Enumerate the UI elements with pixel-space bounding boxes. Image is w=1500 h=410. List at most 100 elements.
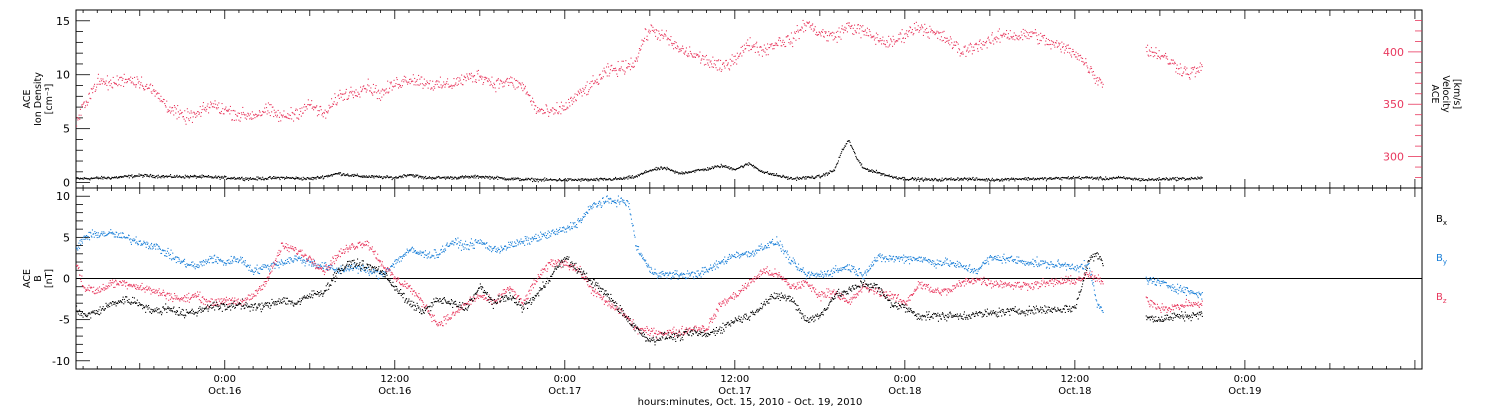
series-by-point — [702, 270, 704, 272]
density-series-point — [872, 171, 874, 173]
velocity-series-point — [1082, 61, 1084, 63]
series-by-point — [123, 236, 125, 238]
series-by-point — [156, 244, 158, 246]
velocity-series-point — [495, 91, 497, 93]
velocity-series-point — [781, 41, 783, 43]
density-series-point — [632, 177, 634, 179]
velocity-series-point — [1195, 72, 1197, 74]
series-by-point — [281, 260, 283, 262]
series-by-point — [362, 265, 364, 267]
velocity-series-point — [1178, 68, 1180, 70]
velocity-series-point — [135, 86, 137, 88]
velocity-series-point — [961, 53, 963, 55]
density-series-point — [1111, 178, 1113, 180]
velocity-series-point — [321, 114, 323, 116]
density-series-point — [670, 169, 672, 171]
density-series-point — [863, 167, 865, 169]
velocity-series-point — [851, 24, 853, 26]
velocity-series-point — [518, 82, 520, 84]
series-by-point — [378, 277, 380, 279]
velocity-series-point — [750, 49, 752, 51]
density-series-point — [552, 179, 554, 181]
density-series-point — [132, 177, 134, 179]
density-series-point — [150, 173, 152, 175]
velocity-series-point — [374, 91, 376, 93]
series-by-point — [381, 274, 383, 276]
density-series-point — [531, 177, 533, 179]
density-series-point — [304, 177, 306, 179]
velocity-series-point — [608, 66, 610, 68]
density-series-point — [1026, 177, 1028, 179]
density-series-point — [886, 175, 888, 177]
density-series-point — [111, 176, 113, 178]
series-by-point — [247, 264, 249, 266]
density-series-point — [1120, 176, 1122, 178]
series-by-point — [716, 266, 718, 268]
series-by-point — [102, 232, 104, 234]
density-series-point — [664, 167, 666, 169]
velocity-series-point — [330, 106, 332, 108]
density-series-point — [1027, 179, 1029, 181]
density-series-point — [648, 170, 650, 172]
velocity-series-point — [236, 115, 238, 117]
series-by-point — [439, 253, 441, 255]
density-series-point — [321, 176, 323, 178]
series-by-point — [140, 244, 142, 246]
velocity-series-point — [676, 45, 678, 47]
series-by-point — [450, 243, 452, 245]
velocity-series-point — [512, 84, 514, 86]
density-series-point — [465, 175, 467, 177]
series-by-point — [514, 245, 516, 247]
series-by-point — [105, 235, 107, 237]
velocity-series-point — [895, 40, 897, 42]
density-series-point — [660, 166, 662, 168]
series-by-point — [119, 237, 121, 239]
density-series-point — [877, 171, 879, 173]
series-by-point — [225, 263, 227, 265]
series-by-point — [692, 271, 694, 273]
velocity-series-point — [443, 81, 445, 83]
density-series-point — [90, 177, 92, 179]
density-series-point — [764, 171, 766, 173]
density-series-point — [334, 173, 336, 175]
velocity-series-point — [279, 112, 281, 114]
velocity-series-point — [225, 106, 227, 108]
series-by-point — [535, 237, 537, 239]
density-series-point — [694, 171, 696, 173]
velocity-series-point — [193, 111, 195, 113]
series-by-point — [287, 261, 289, 263]
velocity-series-point — [524, 85, 526, 87]
velocity-series-point — [910, 32, 912, 34]
velocity-series-point — [1162, 56, 1164, 58]
velocity-series-point — [548, 115, 550, 117]
density-series-point — [808, 176, 810, 178]
series-by-point — [549, 235, 551, 237]
velocity-series-point — [695, 53, 697, 55]
density-series-point — [131, 174, 133, 176]
series-by-point — [602, 197, 604, 199]
density-series-point — [749, 163, 751, 165]
series-by-point — [293, 258, 295, 260]
series-by-point — [370, 270, 372, 272]
density-series-point — [202, 175, 204, 177]
velocity-series-point — [948, 39, 950, 41]
density-series-point — [148, 175, 150, 177]
velocity-series-point — [984, 44, 986, 46]
density-series-point — [517, 177, 519, 179]
velocity-series-point — [709, 61, 711, 63]
b-tick-label: -10 — [52, 355, 70, 368]
series-by-point — [223, 262, 225, 264]
velocity-series-point — [510, 76, 512, 78]
density-series-point — [770, 174, 772, 176]
density-series-point — [976, 177, 978, 179]
density-series-point — [786, 176, 788, 178]
density-series-point — [267, 177, 269, 179]
velocity-series-point — [114, 82, 116, 84]
series-by-point — [129, 238, 131, 240]
velocity-series-point — [1042, 37, 1044, 39]
density-series-point — [642, 173, 644, 175]
series-by-point — [353, 263, 355, 265]
series-by-point — [364, 270, 366, 272]
density-series-point — [946, 178, 948, 180]
velocity-series-point — [387, 92, 389, 94]
